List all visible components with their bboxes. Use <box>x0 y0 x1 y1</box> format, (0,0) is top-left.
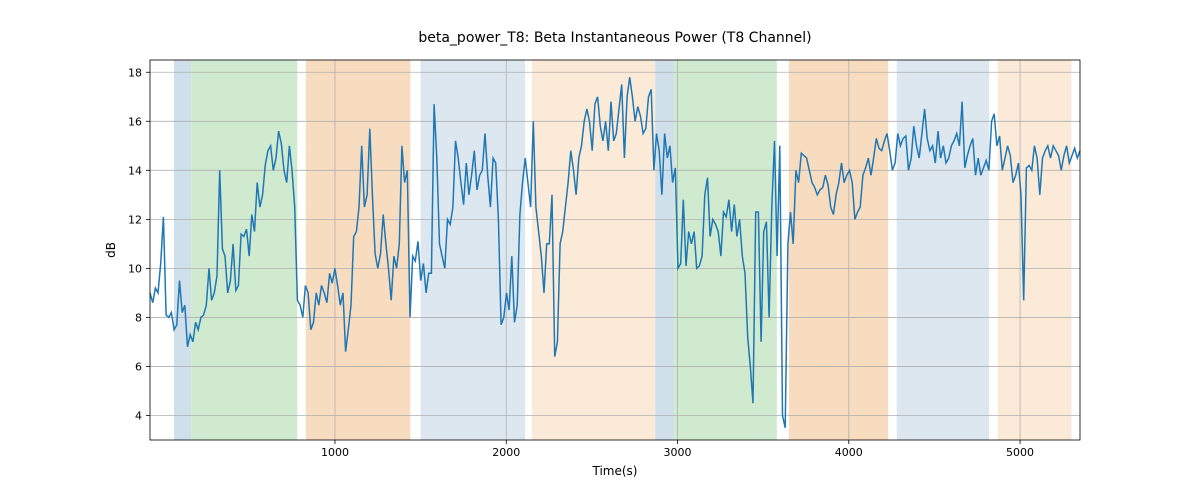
x-tick-label: 1000 <box>321 446 349 459</box>
y-tick-label: 6 <box>135 360 142 373</box>
x-tick-label: 3000 <box>664 446 692 459</box>
y-tick-label: 14 <box>128 164 142 177</box>
band-region <box>998 60 1072 440</box>
band-region <box>789 60 888 440</box>
x-axis-label: Time(s) <box>592 464 638 478</box>
band-region <box>174 60 191 440</box>
y-tick-label: 8 <box>135 311 142 324</box>
band-region <box>655 60 674 440</box>
band-region <box>421 60 525 440</box>
x-tick-label: 4000 <box>835 446 863 459</box>
y-tick-label: 12 <box>128 213 142 226</box>
x-tick-label: 2000 <box>492 446 520 459</box>
y-tick-label: 16 <box>128 115 142 128</box>
band-region <box>191 60 297 440</box>
band-region <box>306 60 410 440</box>
chart-title: beta_power_T8: Beta Instantaneous Power … <box>418 30 811 46</box>
y-axis-label: dB <box>104 242 118 258</box>
band-region <box>897 60 989 440</box>
x-tick-label: 5000 <box>1006 446 1034 459</box>
y-tick-label: 18 <box>128 66 142 79</box>
band-region <box>674 60 777 440</box>
y-tick-label: 4 <box>135 409 142 422</box>
y-tick-label: 10 <box>128 262 142 275</box>
chart-container: 1000 2000 3000 4000 5000 4 6 8 10 12 14 16 18 Time(s)… <box>0 0 1200 500</box>
chart-svg: 1000 2000 3000 4000 5000 4 6 8 10 12 14 16 18 Time(s)… <box>0 0 1200 500</box>
